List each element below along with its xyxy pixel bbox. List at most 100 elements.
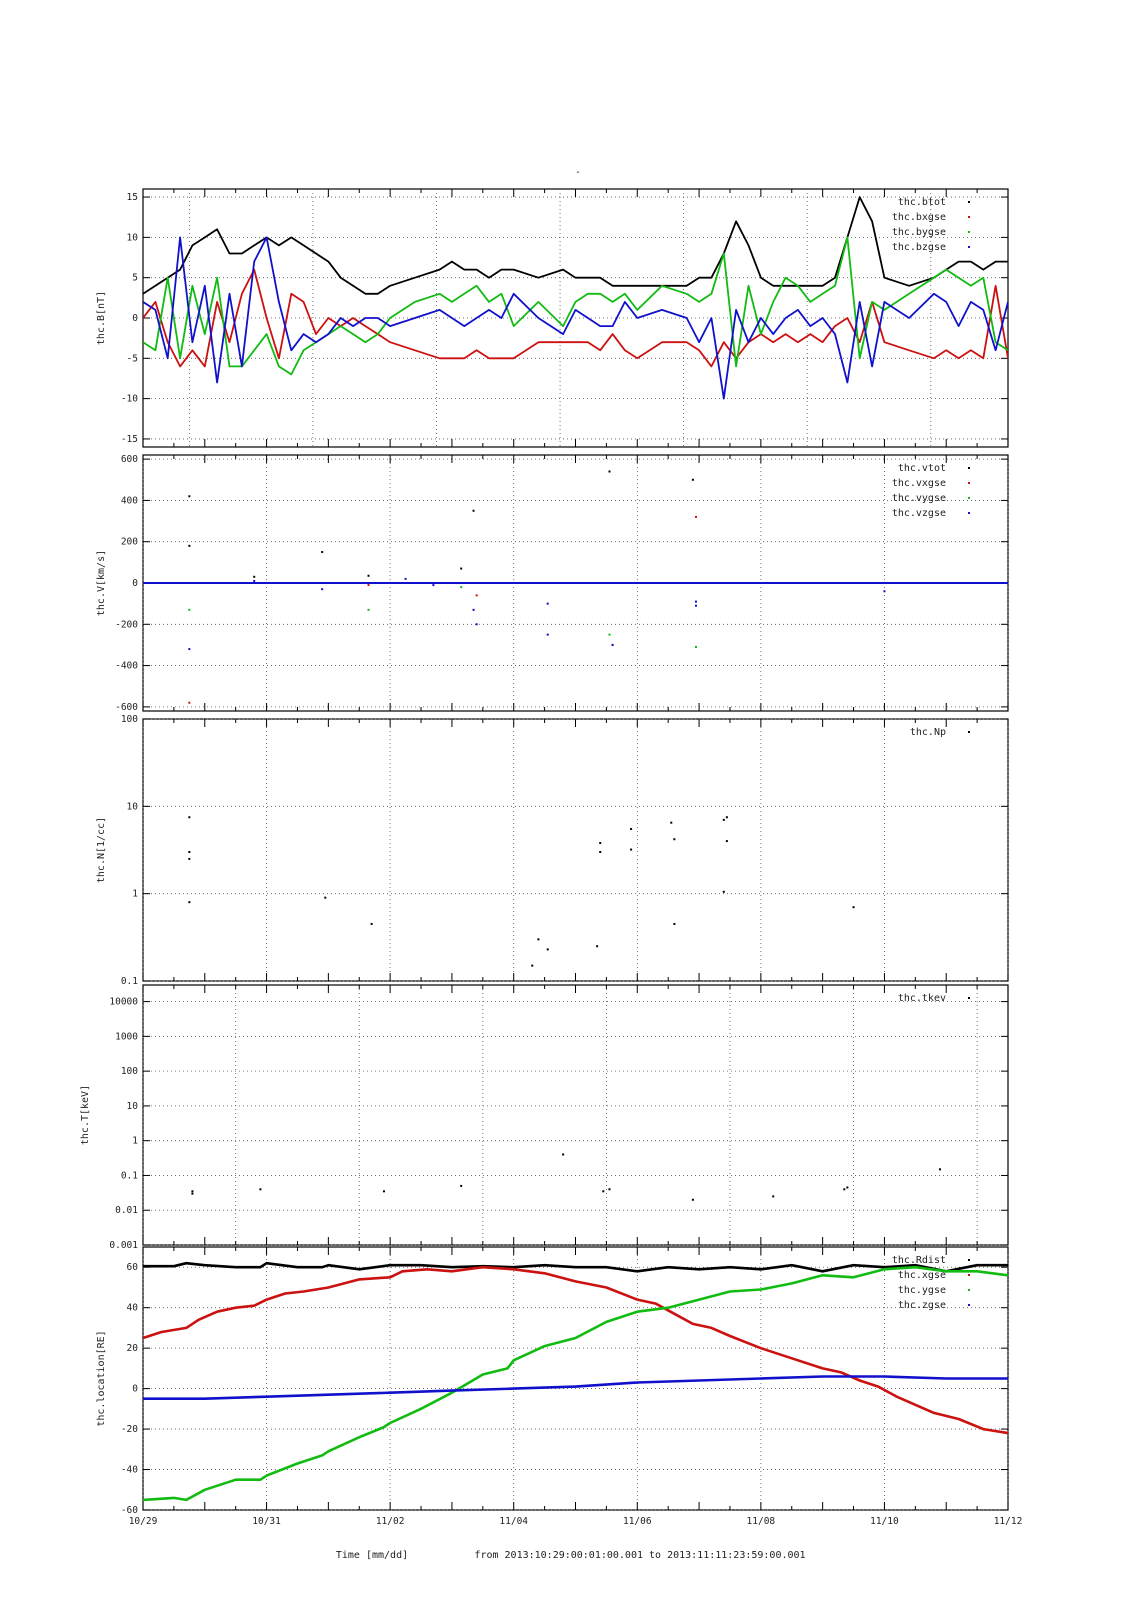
- legend-label: thc.bxgse: [892, 212, 946, 223]
- legend-marker: [968, 997, 970, 999]
- data-point: [537, 938, 540, 941]
- y-axis-label: thc.B[nT]: [96, 291, 107, 345]
- data-point: [460, 567, 463, 570]
- legend-label: thc.bzgse: [892, 242, 946, 253]
- data-point: [460, 586, 463, 589]
- y-tick-label: 1: [132, 889, 138, 900]
- data-point: [843, 1188, 846, 1191]
- data-point: [367, 608, 370, 611]
- series-line-thc-bygse: [143, 236, 1008, 376]
- data-point: [259, 1188, 262, 1191]
- legend-marker: [968, 482, 970, 484]
- legend-label: thc.Rdist: [892, 1255, 946, 1266]
- data-point: [432, 584, 435, 587]
- y-tick-label: 10: [127, 1101, 139, 1112]
- y-axis-label: thc.T[keV]: [80, 1085, 91, 1145]
- series-line-thc-xgse: [143, 1265, 1008, 1435]
- data-point: [382, 1190, 385, 1193]
- panel-frame: [142, 718, 1009, 982]
- y-tick-label: -200: [115, 619, 138, 630]
- data-point: [608, 633, 611, 636]
- y-tick-label: 0: [132, 313, 138, 324]
- y-axis-label: thc.N[1/cc]: [96, 817, 107, 883]
- data-point: [188, 816, 191, 819]
- data-point: [725, 840, 728, 843]
- data-point: [531, 964, 534, 967]
- data-point: [722, 818, 725, 821]
- y-tick-label: -40: [121, 1465, 138, 1476]
- y-tick-label: 100: [121, 1066, 138, 1077]
- data-point: [608, 470, 611, 473]
- data-point: [188, 857, 191, 860]
- legend-marker: [968, 216, 970, 218]
- data-point: [939, 1168, 942, 1171]
- y-tick-label: 200: [121, 537, 138, 548]
- data-point: [630, 848, 633, 851]
- panel-data: [191, 1153, 942, 1201]
- y-tick-label: -10: [121, 394, 138, 405]
- x-tick-label: 11/10: [870, 1516, 899, 1527]
- series-line-thc-bzgse: [143, 236, 1008, 400]
- data-point: [694, 515, 697, 518]
- data-point: [188, 495, 191, 498]
- legend-label: thc.bygse: [892, 227, 946, 238]
- legend-marker: [968, 1259, 970, 1261]
- legend-marker: [968, 467, 970, 469]
- data-point: [691, 1198, 694, 1201]
- data-point: [472, 608, 475, 611]
- data-point: [546, 948, 549, 951]
- legend-marker: [968, 512, 970, 514]
- y-tick-label: -600: [115, 702, 138, 713]
- data-point: [883, 590, 886, 593]
- legend-label: thc.tkev: [898, 993, 946, 1004]
- data-point: [602, 1190, 605, 1193]
- series-line-thc-btot: [143, 196, 1008, 295]
- data-point: [475, 623, 478, 626]
- legend-marker: [968, 246, 970, 248]
- x-tick-label: 11/04: [499, 1516, 528, 1527]
- panel-B: -15 -10 -5 0 5 10 15 thc.B[nT] thc.btot thc.bxgse…: [96, 188, 1009, 448]
- data-point: [694, 604, 697, 607]
- data-point: [321, 588, 324, 591]
- y-tick-label: 40: [127, 1303, 139, 1314]
- data-point: [253, 579, 256, 582]
- data-point: [188, 544, 191, 547]
- x-tick-label: 11/12: [994, 1516, 1023, 1527]
- legend-label: thc.btot: [898, 197, 946, 208]
- series-line-thc-Rdist: [143, 1261, 1008, 1273]
- y-tick-label: 10: [127, 232, 139, 243]
- data-point: [546, 633, 549, 636]
- x-tick-label: 11/08: [747, 1516, 776, 1527]
- legend-label: thc.vtot: [898, 463, 946, 474]
- y-tick-label: 10000: [109, 997, 138, 1008]
- panel-V: -600 -400 -200 0 200 400 600 thc.V[km/s] thc.vto…: [96, 454, 1009, 713]
- y-tick-label: 0.1: [121, 1170, 138, 1181]
- data-point: [370, 922, 373, 925]
- data-point: [670, 821, 673, 824]
- y-tick-label: 1: [132, 1136, 138, 1147]
- data-point: [722, 890, 725, 893]
- y-tick-label: 0.1: [121, 976, 138, 987]
- legend-marker: [968, 201, 970, 203]
- data-point: [611, 643, 614, 646]
- data-point: [253, 575, 256, 578]
- data-point: [852, 906, 855, 909]
- panel-N: 0.1 1 10 100 thc.N[1/cc] thc.Np: [96, 714, 1009, 987]
- data-point: [691, 478, 694, 481]
- legend-marker: [968, 497, 970, 499]
- legend-label: thc.vzgse: [892, 508, 946, 519]
- data-point: [188, 648, 191, 651]
- y-tick-label: 10: [127, 801, 139, 812]
- y-tick-label: 400: [121, 495, 138, 506]
- time-range-label: from 2013:10:29:00:01:00.001 to 2013:11:…: [474, 1550, 805, 1561]
- series-line-thc-zgse: [143, 1375, 1008, 1400]
- y-tick-label: 0.001: [109, 1240, 138, 1251]
- legend-label: thc.vxgse: [892, 478, 946, 489]
- y-tick-label: -20: [121, 1424, 138, 1435]
- panel-location: -60 -40 -20 0 20 40 60 thc.location[RE] thc.Rdis…: [96, 1246, 1023, 1527]
- data-point: [191, 1192, 194, 1195]
- x-tick-label: 10/31: [252, 1516, 281, 1527]
- y-tick-label: 15: [127, 192, 138, 203]
- y-axis-label: thc.V[km/s]: [96, 550, 107, 616]
- data-point: [673, 838, 676, 841]
